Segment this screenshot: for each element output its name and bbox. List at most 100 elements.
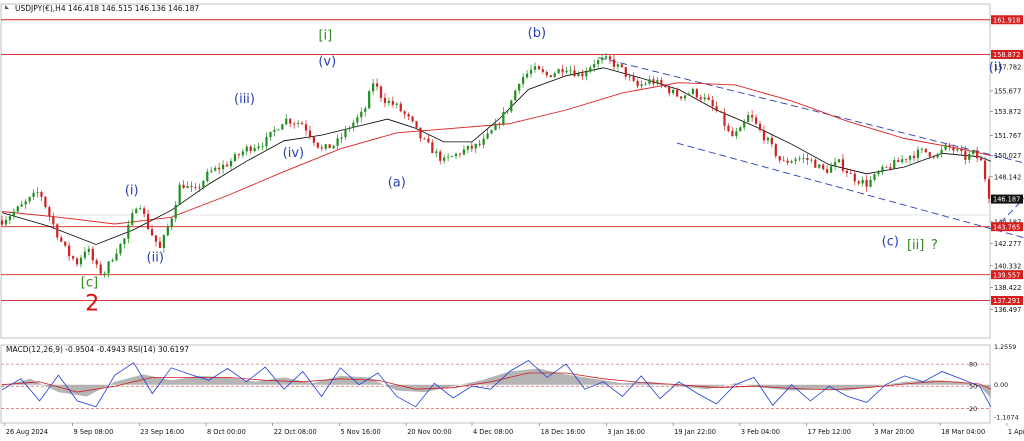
candle-body — [482, 138, 485, 145]
candle-body — [806, 158, 809, 160]
candle-body — [782, 160, 785, 162]
candle-body — [683, 95, 687, 99]
time-tick-label: 26 Aug 2024 — [6, 428, 48, 436]
candle-body — [632, 76, 635, 81]
candle-body — [695, 89, 698, 98]
candle-body — [597, 60, 600, 65]
candle-body — [474, 143, 477, 149]
candle-body — [529, 69, 533, 74]
time-tick-label: 3 Feb 04:00 — [741, 428, 780, 436]
candle-body — [273, 129, 276, 132]
candle-body — [285, 118, 288, 125]
candle-body — [545, 71, 548, 76]
candle-body — [798, 158, 801, 160]
candle-body — [225, 164, 229, 167]
candle-body — [699, 97, 702, 100]
candle-body — [857, 181, 860, 184]
candle-body — [518, 83, 521, 91]
candle-body — [139, 208, 142, 210]
indicator-header: MACD(12,26,9) -0.9504 -0.4943 RSI(14) 30… — [6, 345, 189, 354]
candle-body — [210, 170, 213, 172]
candle-body — [269, 131, 272, 138]
candle-body — [277, 129, 280, 131]
candle-body — [383, 97, 387, 104]
candle-body — [881, 166, 884, 173]
candle-body — [182, 184, 185, 189]
candle-body — [190, 185, 193, 187]
candle-body — [739, 127, 742, 132]
candle-body — [154, 235, 158, 242]
candle-body — [411, 116, 414, 122]
price-tick-label: 138.422 — [994, 284, 1021, 292]
price-badge — [991, 194, 1023, 204]
candle-body — [908, 155, 912, 160]
candle-body — [589, 67, 592, 72]
candle-body — [328, 144, 331, 149]
candle-body — [920, 148, 923, 150]
candle-body — [218, 167, 221, 170]
candle-body — [735, 131, 738, 136]
candle-body — [162, 235, 165, 248]
candle-body — [960, 149, 963, 152]
candle-body — [751, 115, 754, 118]
candle-body — [300, 123, 304, 125]
macd-signal-line — [1, 372, 992, 393]
candle-body — [537, 66, 541, 70]
candle-body — [664, 84, 667, 88]
price-tick-label: 140.332 — [994, 262, 1021, 270]
candle-body — [91, 248, 94, 261]
candle-body — [727, 125, 730, 132]
price-badge-label: 146.187 — [993, 196, 1020, 204]
time-tick-label: 18 Dec 16:00 — [541, 428, 585, 436]
candle-body — [143, 208, 146, 214]
time-tick-label: 3 Mar 20:00 — [874, 428, 914, 436]
candle-body — [707, 97, 710, 100]
candle-body — [731, 131, 734, 136]
candle-body — [620, 64, 623, 68]
candle-body — [312, 136, 315, 143]
candle-body — [186, 185, 189, 189]
candle-body — [150, 229, 154, 236]
price-badge — [991, 15, 1023, 25]
main-grid — [0, 3, 991, 424]
candle-body — [889, 167, 892, 169]
candle-body — [924, 148, 927, 153]
candle-body — [119, 243, 122, 254]
candle-body — [936, 154, 939, 158]
candle-body — [458, 153, 462, 155]
candle-body — [289, 118, 292, 124]
candle-body — [395, 103, 398, 105]
candle-body — [40, 192, 43, 197]
candle-body — [419, 127, 422, 139]
price-badge-label: 158.872 — [993, 51, 1020, 59]
candle-body — [68, 245, 71, 257]
candle-body — [778, 156, 781, 161]
candles — [0, 52, 991, 278]
candle-body — [940, 149, 943, 155]
candle-body — [44, 196, 47, 208]
wave-label: [ii] — [907, 238, 924, 253]
candle-body — [569, 70, 572, 72]
wave-label: (a) — [388, 175, 406, 190]
black-moving-average — [1, 67, 992, 245]
expand-arrow-icon[interactable] — [5, 5, 9, 9]
candle-body — [87, 248, 90, 252]
candle-body — [352, 122, 355, 128]
candle-body — [265, 137, 268, 147]
candle-body — [214, 167, 217, 171]
candle-body — [644, 83, 647, 85]
candle-body — [297, 123, 300, 124]
time-tick-label: 17 Feb 12:00 — [808, 428, 851, 436]
candle-body — [20, 204, 23, 207]
candle-body — [822, 164, 825, 170]
candle-body — [71, 256, 75, 259]
candle-body — [912, 155, 916, 158]
candle-body — [853, 173, 856, 182]
candle-body — [304, 124, 308, 131]
candle-body — [454, 153, 458, 157]
candle-body — [719, 111, 722, 113]
candle-body — [648, 79, 651, 84]
candle-body — [0, 220, 4, 225]
candle-body — [976, 150, 979, 159]
price-tick-label: 142.277 — [994, 240, 1021, 248]
